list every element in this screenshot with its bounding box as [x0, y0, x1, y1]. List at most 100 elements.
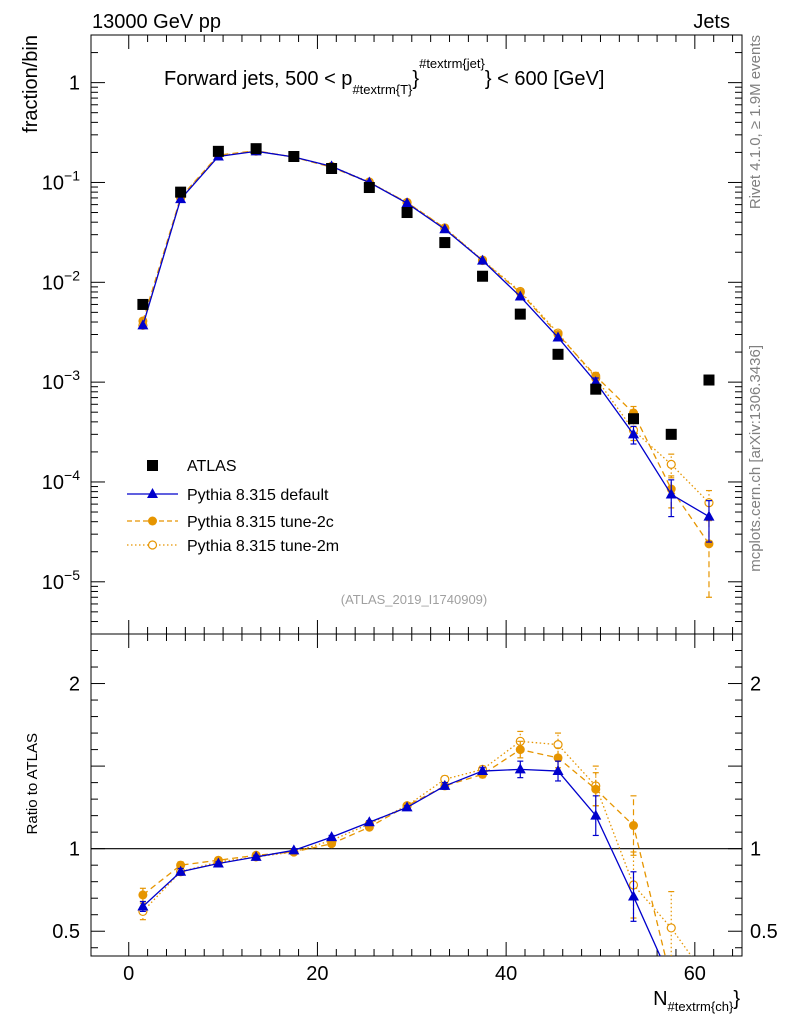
main-line-tune2c: [142, 150, 710, 545]
atlas-data-point: [175, 186, 187, 198]
atlas-data-point: [288, 151, 300, 163]
ratio-ylabel: Ratio to ATLAS: [24, 733, 41, 834]
atlas-data-point: [590, 383, 602, 395]
tune2m-point: [666, 459, 676, 469]
default-point: [137, 319, 149, 330]
ratio-xtick-label: 0: [123, 963, 134, 985]
main-ytick-label: 1: [69, 73, 80, 95]
tune2m-point: [553, 740, 563, 750]
ratio-xtick-label: 20: [306, 963, 328, 985]
default-point: [439, 223, 451, 234]
main-ytick-label: 10−4: [42, 467, 80, 494]
xlabel-brace: }: [733, 988, 740, 1010]
mcplots-label: mcplots.cern.ch [arXiv:1306.3436]: [747, 345, 764, 572]
ratio-line-tune2c: [142, 748, 666, 956]
default-point: [477, 254, 489, 265]
main-ytick-base: 10: [42, 572, 64, 594]
legend-label-atlas: ATLAS: [187, 458, 237, 475]
main-ytick-exponent: −5: [64, 567, 80, 583]
ratio-ytick-label-left: 2: [69, 674, 80, 696]
main-ylabel: fraction/bin: [20, 35, 42, 133]
tune2c-point: [138, 890, 148, 900]
tune2c-point: [553, 753, 563, 763]
default-point: [212, 857, 224, 868]
title-superscript: #textrm{jet}: [419, 56, 485, 71]
legend-marker-default: [147, 488, 158, 498]
xlabel-main: N: [653, 988, 667, 1010]
ratio-panel-frame: [90, 633, 743, 957]
energy-label: 13000 GeV pp: [92, 11, 221, 33]
default-point: [477, 765, 489, 776]
main-ytick-base: 10: [42, 472, 64, 494]
ratio-ytick-label-left: 0.5: [52, 921, 80, 943]
tune2c-point: [176, 860, 186, 870]
main-ytick-label: 10−3: [42, 367, 80, 394]
default-point: [175, 865, 187, 876]
default-point: [514, 763, 526, 774]
atlas-data-point: [665, 428, 677, 440]
legend-marker-tune2c: [148, 516, 157, 526]
default-point: [590, 376, 602, 387]
xlabel: N#textrm{ch}}: [653, 988, 740, 1014]
legend-label-tune2m: Pythia 8.315 tune-2m: [187, 538, 339, 555]
default-point: [137, 900, 149, 911]
main-ytick-exponent: −3: [64, 367, 80, 383]
title-suffix: < 600 [GeV]: [492, 68, 605, 90]
ratio-series-layer: [137, 730, 693, 956]
main-ytick-label: 10−2: [42, 267, 80, 294]
tune2c-point: [629, 821, 638, 831]
legend-marker-atlas: [147, 460, 158, 471]
default-point: [401, 801, 413, 812]
atlas-data-point: [439, 237, 451, 249]
ratio-xtick-label: 40: [495, 963, 517, 985]
default-point: [326, 831, 338, 842]
tune2c-point: [327, 839, 337, 849]
ratio-axis-ticks: 0 20 40 60 0.5 0.5 1 1 2 2: [52, 634, 778, 985]
default-point: [628, 890, 639, 901]
default-point: [250, 850, 262, 861]
main-ytick-exponent: −1: [64, 167, 80, 183]
ratio-ytick-label-right: 1: [750, 839, 761, 861]
default-point: [552, 331, 564, 342]
default-point: [439, 779, 451, 790]
main-line-tune2m: [142, 150, 710, 504]
atlas-data-point: [363, 182, 375, 194]
main-ytick-exponent: −4: [64, 467, 80, 483]
legend-label-default: Pythia 8.315 default: [187, 487, 329, 504]
default-point: [175, 193, 187, 204]
default-point: [628, 428, 639, 439]
atlas-data-point: [250, 143, 262, 155]
default-point: [401, 197, 413, 208]
main-ytick-base: 10: [42, 172, 64, 194]
default-point: [703, 510, 715, 521]
atlas-data-point: [401, 207, 413, 219]
ratio-line-tune2m: [142, 740, 693, 956]
ratio-line-default: [142, 768, 661, 956]
main-ytick-label: 10−5: [42, 567, 80, 594]
legend: ATLAS Pythia 8.315 default Pythia 8.315 …: [127, 458, 339, 555]
title-prefix: Forward jets, 500 < p: [164, 68, 352, 90]
main-ytick-label: 10−1: [42, 167, 80, 194]
main-ytick-base: 10: [42, 372, 64, 394]
main-ytick-exponent: −2: [64, 267, 80, 283]
atlas-data-point: [703, 374, 715, 386]
legend-label-tune2c: Pythia 8.315 tune-2c: [187, 514, 334, 531]
default-point: [552, 765, 564, 776]
default-point: [363, 816, 375, 827]
xlabel-sub: #textrm{ch}: [668, 999, 734, 1014]
atlas-data-point: [212, 145, 224, 157]
tune2c-point: [591, 784, 601, 794]
atlas-data-point: [628, 413, 639, 425]
ratio-ytick-label-left: 1: [69, 839, 80, 861]
analysis-id: (ATLAS_2019_I1740909): [341, 592, 487, 607]
ratio-ytick-label-right: 0.5: [750, 921, 778, 943]
default-point: [514, 290, 526, 301]
rivet-label: Rivet 4.1.0, ≥ 1.9M events: [747, 35, 764, 209]
ratio-xtick-label: 60: [684, 963, 706, 985]
title-brace-2: }: [485, 68, 492, 90]
tune2c-point: [515, 745, 525, 755]
main-ytick-base: 10: [42, 272, 64, 294]
default-point: [590, 809, 602, 820]
ratio-ytick-label-right: 2: [750, 674, 761, 696]
